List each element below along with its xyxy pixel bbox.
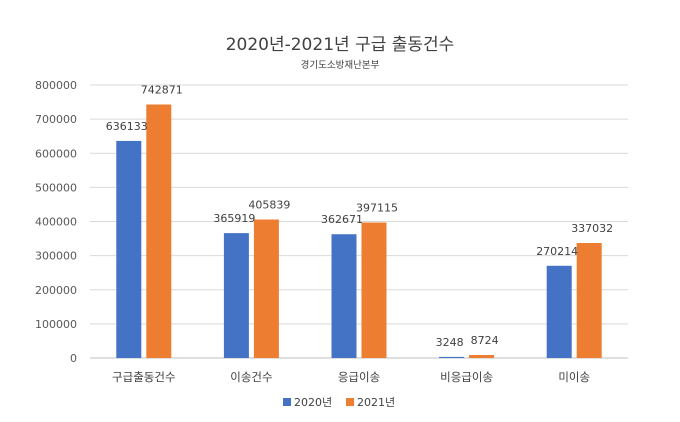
y-tick-label: 0 bbox=[70, 352, 77, 365]
data-label: 365919 bbox=[213, 212, 255, 225]
y-tick-label: 100000 bbox=[35, 318, 77, 331]
bar bbox=[223, 233, 249, 358]
category-label: 미이송 bbox=[558, 370, 590, 384]
data-label: 405839 bbox=[248, 199, 290, 212]
gridlines bbox=[90, 84, 628, 359]
x-axis-categories: 구급출동건수 이송건수 응급이송 비응급이송 미이송 bbox=[112, 370, 590, 384]
category-label: 비응급이송 bbox=[440, 370, 493, 384]
y-tick-label: 500000 bbox=[35, 181, 77, 194]
chart-subtitle: 경기도소방재난본부 bbox=[301, 59, 380, 71]
bar bbox=[116, 140, 142, 358]
legend: 2020년 2021년 bbox=[283, 396, 395, 409]
y-axis-ticks: 0 100000 200000 300000 400000 500000 600000 700… bbox=[35, 79, 77, 365]
category-label: 구급출동건수 bbox=[112, 370, 175, 384]
legend-swatch bbox=[283, 398, 291, 406]
y-tick-label: 400000 bbox=[35, 216, 77, 229]
category-label: 응급이송 bbox=[338, 370, 380, 384]
bar bbox=[146, 104, 172, 358]
data-label: 397115 bbox=[356, 201, 398, 214]
data-label: 636133 bbox=[106, 120, 148, 133]
bar bbox=[469, 355, 495, 358]
data-label: 362671 bbox=[321, 213, 363, 226]
data-label: 270214 bbox=[536, 245, 578, 258]
data-label: 337032 bbox=[571, 222, 613, 235]
bar bbox=[331, 234, 357, 358]
data-label: 8724 bbox=[471, 334, 499, 347]
category-label: 이송건수 bbox=[230, 370, 272, 384]
y-tick-label: 600000 bbox=[35, 147, 77, 160]
bar bbox=[576, 242, 602, 358]
bar bbox=[361, 222, 387, 358]
data-label: 742871 bbox=[141, 83, 183, 96]
bar bbox=[439, 356, 465, 358]
bar bbox=[546, 265, 572, 358]
bars bbox=[116, 104, 602, 358]
legend-label: 2020년 bbox=[294, 396, 332, 409]
y-tick-label: 300000 bbox=[35, 250, 77, 263]
y-tick-label: 200000 bbox=[35, 284, 77, 297]
y-tick-label: 700000 bbox=[35, 113, 77, 126]
legend-label: 2021년 bbox=[357, 396, 395, 409]
bar bbox=[253, 219, 279, 358]
legend-swatch bbox=[346, 398, 354, 406]
data-label: 3248 bbox=[436, 336, 464, 349]
chart-title: 2020년-2021년 구급 출동건수 bbox=[226, 35, 455, 55]
y-tick-label: 800000 bbox=[35, 79, 77, 92]
